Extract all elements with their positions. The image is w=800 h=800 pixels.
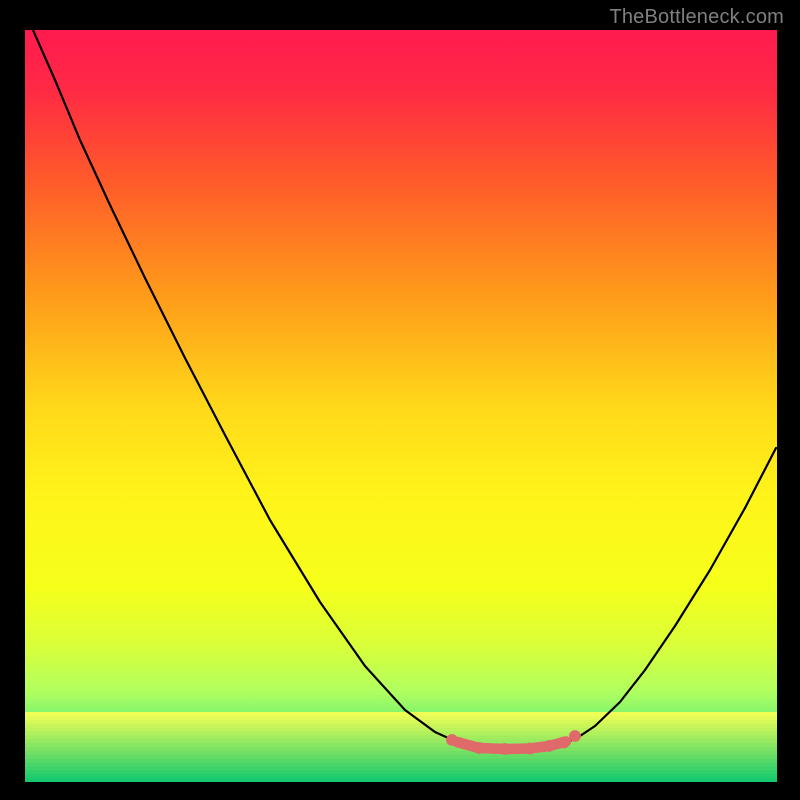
- chart-canvas: [25, 30, 777, 782]
- marker-dot: [474, 743, 485, 754]
- watermark-text: TheBottleneck.com: [609, 6, 784, 29]
- marker-dot: [447, 735, 458, 746]
- marker-dot: [559, 737, 570, 748]
- marker-dot: [525, 743, 536, 754]
- marker-dot: [544, 741, 555, 752]
- chart-svg: [25, 30, 777, 782]
- page-root: TheBottleneck.com: [0, 0, 800, 800]
- chart-frame: [25, 30, 777, 782]
- marker-dot: [500, 744, 511, 755]
- chart-background: [25, 30, 777, 782]
- gradient-stripes-bottom: [25, 712, 777, 782]
- marker-dot: [570, 731, 581, 742]
